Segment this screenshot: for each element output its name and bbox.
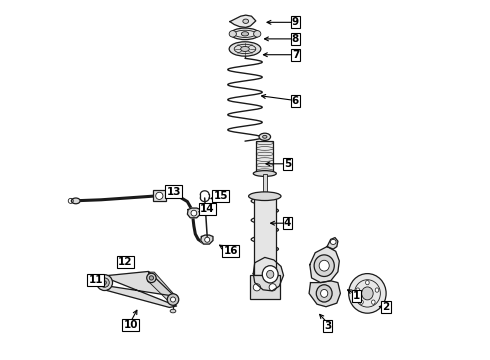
Text: 8: 8	[292, 34, 299, 44]
Ellipse shape	[360, 300, 363, 304]
Text: 7: 7	[292, 50, 299, 60]
Bar	[254, 194, 275, 275]
Ellipse shape	[375, 288, 379, 292]
Ellipse shape	[170, 309, 176, 313]
Bar	[256, 141, 273, 174]
Ellipse shape	[229, 42, 261, 56]
Bar	[250, 275, 280, 299]
Polygon shape	[327, 238, 338, 249]
Polygon shape	[309, 281, 341, 307]
Ellipse shape	[72, 198, 80, 204]
Ellipse shape	[254, 31, 261, 37]
Text: 9: 9	[292, 17, 299, 27]
Ellipse shape	[253, 284, 261, 291]
Ellipse shape	[171, 297, 175, 302]
Polygon shape	[201, 235, 213, 244]
Polygon shape	[253, 257, 284, 291]
Ellipse shape	[205, 237, 210, 242]
Ellipse shape	[241, 46, 249, 51]
Ellipse shape	[103, 281, 106, 284]
Ellipse shape	[349, 274, 386, 313]
Text: 13: 13	[167, 186, 181, 197]
Ellipse shape	[167, 294, 179, 305]
Ellipse shape	[149, 276, 153, 280]
Text: 5: 5	[284, 159, 291, 169]
Text: 6: 6	[292, 96, 299, 106]
Text: 1: 1	[353, 291, 360, 301]
Text: 10: 10	[123, 320, 138, 330]
Bar	[263, 174, 267, 193]
Ellipse shape	[314, 255, 334, 276]
Text: 15: 15	[213, 191, 228, 201]
Ellipse shape	[100, 278, 109, 287]
Polygon shape	[98, 271, 177, 307]
Ellipse shape	[269, 284, 276, 291]
Ellipse shape	[356, 288, 360, 292]
Ellipse shape	[248, 192, 281, 201]
Ellipse shape	[156, 192, 163, 199]
Ellipse shape	[231, 28, 259, 40]
Text: 2: 2	[383, 302, 390, 312]
Bar	[153, 190, 166, 201]
Ellipse shape	[191, 210, 197, 216]
Ellipse shape	[229, 31, 236, 37]
Ellipse shape	[263, 135, 267, 138]
Ellipse shape	[242, 32, 248, 36]
Ellipse shape	[362, 287, 373, 300]
Ellipse shape	[147, 273, 156, 283]
Ellipse shape	[330, 239, 336, 244]
Ellipse shape	[259, 133, 270, 140]
Ellipse shape	[366, 280, 369, 285]
Text: 11: 11	[88, 275, 103, 285]
Text: 4: 4	[284, 218, 291, 228]
Text: 3: 3	[324, 321, 331, 331]
Polygon shape	[187, 208, 200, 218]
Text: 14: 14	[200, 204, 215, 214]
Polygon shape	[310, 247, 339, 283]
Ellipse shape	[253, 171, 276, 176]
Text: 12: 12	[118, 257, 133, 267]
Ellipse shape	[319, 260, 329, 271]
Ellipse shape	[320, 289, 328, 297]
Ellipse shape	[243, 19, 248, 23]
Polygon shape	[148, 272, 175, 304]
Ellipse shape	[267, 270, 274, 278]
Ellipse shape	[371, 300, 375, 304]
Ellipse shape	[316, 285, 332, 302]
Ellipse shape	[262, 266, 278, 283]
Text: 16: 16	[223, 246, 238, 256]
Ellipse shape	[97, 275, 113, 291]
Polygon shape	[230, 15, 256, 27]
